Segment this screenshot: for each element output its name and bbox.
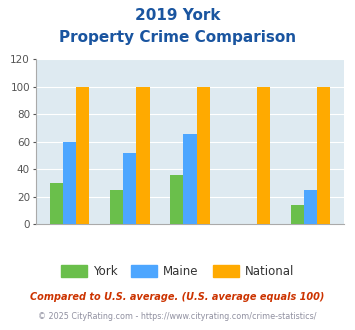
Bar <box>170 175 183 224</box>
Bar <box>197 87 210 224</box>
Text: Property Crime Comparison: Property Crime Comparison <box>59 30 296 45</box>
Bar <box>304 190 317 224</box>
Legend: York, Maine, National: York, Maine, National <box>57 262 298 282</box>
Bar <box>63 142 76 224</box>
Bar <box>123 153 136 224</box>
Bar <box>76 87 89 224</box>
Bar <box>50 183 63 224</box>
Text: Compared to U.S. average. (U.S. average equals 100): Compared to U.S. average. (U.S. average … <box>30 292 325 302</box>
Bar <box>183 134 197 224</box>
Bar <box>136 87 149 224</box>
Bar <box>110 190 123 224</box>
Bar <box>257 87 270 224</box>
Bar <box>317 87 330 224</box>
Bar <box>290 205 304 224</box>
Text: © 2025 CityRating.com - https://www.cityrating.com/crime-statistics/: © 2025 CityRating.com - https://www.city… <box>38 312 317 321</box>
Text: 2019 York: 2019 York <box>135 8 220 23</box>
